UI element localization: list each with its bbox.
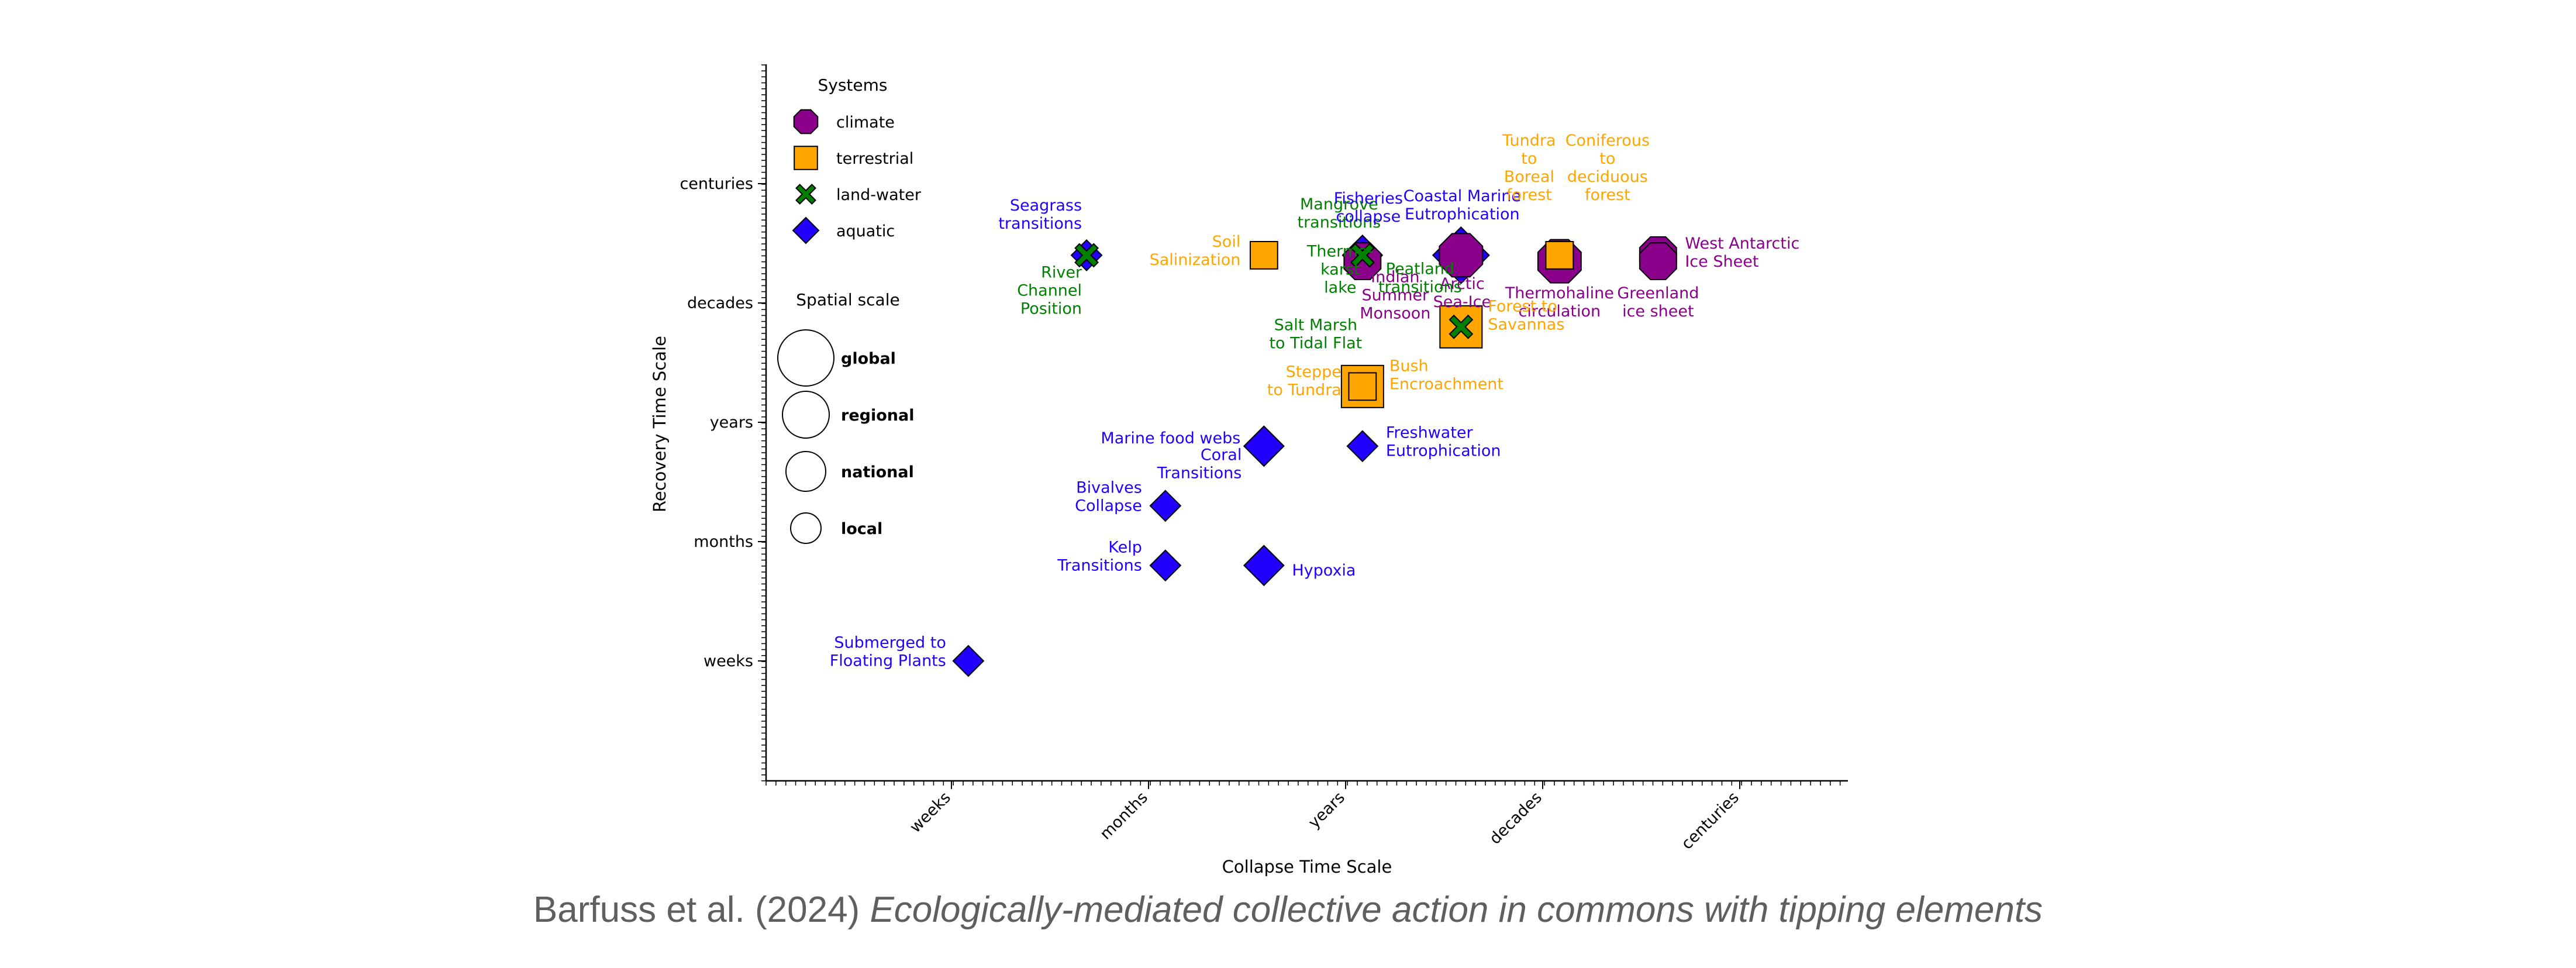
x-tick-label: decades: [1486, 788, 1546, 848]
data-point: [1639, 242, 1677, 280]
y-tick-label: weeks: [704, 652, 753, 670]
legend-size-label: global: [841, 350, 896, 368]
caption-authors: Barfuss et al. (2024): [533, 890, 860, 930]
legend-size-label: regional: [841, 407, 914, 425]
data-point: [1074, 243, 1099, 268]
point-label: Mangrove transitions: [1297, 195, 1381, 232]
point-label: Submerged to Floating Plants: [830, 634, 946, 670]
y-tick-label: years: [710, 414, 753, 432]
point-label: Coniferous to deciduous forest: [1565, 132, 1650, 204]
data-point: [1348, 372, 1377, 401]
legend: Systems Spatial scale climate terrestrial…: [777, 75, 922, 544]
point-label: River Channel Position: [1017, 263, 1082, 318]
y-tick-label: months: [694, 533, 753, 551]
legend-marker-aquatic: [792, 216, 820, 244]
point-label: Coral Transitions: [1157, 446, 1242, 482]
point-label: Marine food webs: [1101, 429, 1240, 447]
x-tick-label: centuries: [1678, 788, 1743, 853]
point-label: Fisheries collapse: [1334, 190, 1403, 226]
data-point: [1545, 241, 1574, 270]
point-label: Hypoxia: [1292, 561, 1356, 580]
legend-size-label: national: [841, 463, 914, 481]
legend-size-circle-local: [790, 512, 822, 544]
data-point: [952, 645, 985, 677]
point-label: Seagrass transitions: [998, 197, 1082, 233]
legend-marker-climate: [793, 109, 819, 135]
data-point: [1449, 314, 1474, 339]
legend-marker-terrestrial: [794, 146, 818, 170]
point-label: Steppe to Tundra: [1267, 363, 1342, 399]
y-tick-label: centuries: [680, 175, 753, 193]
x-tick-label: years: [1305, 788, 1348, 832]
point-label: Arctic Sea-Ice: [1433, 275, 1491, 311]
legend-label: climate: [836, 113, 895, 132]
data-point: [1249, 241, 1278, 270]
point-label: Soil Salinization: [1150, 233, 1241, 269]
point-labels: Seagrass transitions River Channel Position S…: [830, 132, 1800, 670]
legend-marker-land-water: [795, 184, 816, 205]
point-label: Peatland transitions: [1378, 260, 1462, 296]
point-label: Salt Marsh to Tidal Flat: [1269, 316, 1362, 352]
legend-title: Systems: [818, 75, 888, 95]
data-point: [1243, 545, 1285, 587]
data-point: [1439, 233, 1484, 278]
x-tick-label: months: [1096, 788, 1151, 843]
data-point: [1243, 425, 1285, 467]
legend-size-label: local: [841, 520, 882, 538]
legend-size-circle-national: [785, 451, 826, 492]
data-point: [1149, 490, 1182, 522]
point-label: Freshwater Eutrophication: [1386, 423, 1501, 460]
data-point: [1350, 243, 1375, 268]
legend-size-title: Spatial scale: [796, 290, 899, 309]
x-axis-label: Collapse Time Scale: [1222, 857, 1392, 877]
point-label: Thermo-karst lake: [1306, 242, 1374, 297]
legend-label: aquatic: [836, 222, 895, 240]
data-point: [1149, 549, 1182, 582]
point-label: Greenland ice sheet: [1617, 284, 1699, 321]
point-label: Indian Summer Monsoon: [1360, 268, 1430, 323]
legend-size-circle-regional: [782, 391, 830, 439]
point-label: Bush Encroachment: [1389, 357, 1503, 393]
figure-caption: Barfuss et al. (2024) Ecologically-media…: [0, 889, 2576, 931]
y-tick-label: decades: [687, 294, 753, 312]
legend-size-circle-global: [777, 329, 834, 387]
data-point: [1343, 242, 1382, 280]
point-label: Tundra to Boreal forest: [1502, 132, 1556, 204]
data-point: [1346, 430, 1379, 463]
point-label: Bivalves Collapse: [1075, 478, 1142, 515]
point-label: Forest to Savannas: [1488, 297, 1564, 333]
point-label: Kelp Transitions: [1057, 538, 1142, 574]
legend-label: land-water: [836, 186, 922, 204]
point-label: Coastal Marine Eutrophication: [1403, 187, 1521, 223]
caption-title: Ecologically-mediated collective action …: [870, 890, 2043, 930]
axes: [765, 64, 1848, 782]
point-label: West Antarctic Ice Sheet: [1685, 235, 1799, 271]
tick-marks: [758, 64, 1841, 789]
tick-labels: weeks months years decades centuries weeks mon…: [680, 175, 1743, 853]
legend-label: terrestrial: [836, 150, 913, 168]
y-axis-label: Recovery Time Scale: [650, 336, 670, 512]
scatter-chart: weeks months years decades centuries weeks mon…: [650, 64, 1848, 877]
data-markers: [952, 226, 1677, 677]
x-tick-label: weeks: [906, 788, 954, 836]
point-label: Thermohaline circulation: [1505, 284, 1614, 321]
